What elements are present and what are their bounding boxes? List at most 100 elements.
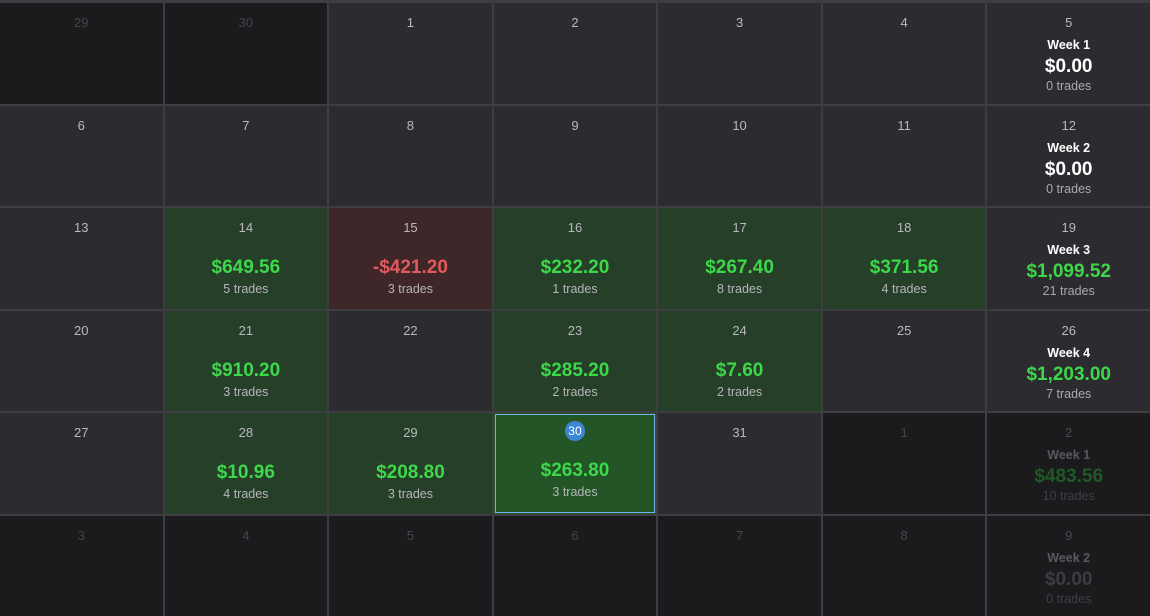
day-pnl: $285.20: [540, 359, 610, 381]
week-trade-count: 0 trades: [1046, 591, 1092, 606]
calendar-day[interactable]: 3: [0, 515, 163, 616]
day-pnl: $267.40: [705, 257, 774, 278]
day-trade-count: 3 trades: [223, 384, 269, 399]
day-number: 22: [403, 322, 418, 338]
day-pnl: $371.56: [869, 257, 939, 278]
calendar-day[interactable]: 1: [329, 3, 492, 104]
day-number: 7: [735, 527, 744, 543]
day-number: 5: [406, 527, 415, 543]
calendar-day[interactable]: 7: [658, 515, 821, 616]
day-number: 9: [1065, 527, 1073, 543]
calendar-day[interactable]: 8: [329, 105, 492, 206]
week-trade-count: 21 trades: [1042, 284, 1095, 298]
week-summary[interactable]: 5 Week 1 $0.00 0 trades: [987, 3, 1150, 104]
calendar-day[interactable]: 29: [0, 3, 163, 104]
day-trade-count: 3 trades: [552, 485, 598, 499]
calendar-day[interactable]: 13: [0, 208, 163, 309]
week-trade-count: 0 trades: [1046, 181, 1092, 196]
day-number: 2: [1065, 425, 1073, 440]
day-trade-count: 4 trades: [223, 487, 269, 501]
day-number: 16: [567, 220, 583, 235]
week-summary[interactable]: 12 Week 2 $0.00 0 trades: [987, 105, 1150, 206]
day-number: 11: [897, 117, 911, 133]
calendar-day[interactable]: 21 $910.20 3 trades: [164, 310, 328, 411]
calendar-day[interactable]: 20: [0, 310, 163, 411]
day-trade-count: 4 trades: [881, 282, 927, 296]
day-number: 2: [571, 15, 579, 30]
week-label: Week 4: [1047, 345, 1091, 360]
week-trade-count: 7 trades: [1046, 386, 1092, 401]
week-summary[interactable]: 19 Week 3 $1,099.52 21 trades: [987, 208, 1150, 309]
day-number: 30: [238, 15, 254, 30]
today-badge: 30: [564, 421, 585, 441]
day-number: 20: [74, 322, 89, 338]
calendar-day[interactable]: 23 $285.20 2 trades: [493, 310, 657, 411]
week-summary[interactable]: 2 Week 1 $483.56 10 trades: [987, 413, 1150, 514]
day-number: 24: [732, 322, 747, 338]
day-number: 12: [1061, 117, 1076, 133]
calendar-day[interactable]: 27: [0, 413, 163, 514]
day-number: 6: [77, 117, 85, 133]
calendar-day[interactable]: 16 $232.20 1 trades: [493, 208, 657, 309]
day-number: 6: [571, 527, 579, 543]
day-number: 7: [242, 117, 250, 133]
day-number: 25: [896, 322, 912, 338]
week-pnl: $1,099.52: [1026, 261, 1111, 282]
calendar-day[interactable]: 10: [658, 105, 821, 206]
calendar-day[interactable]: 15 -$421.20 3 trades: [329, 208, 492, 309]
week-label: Week 1: [1047, 448, 1091, 462]
day-number: 3: [735, 15, 744, 30]
day-pnl: $10.96: [216, 462, 275, 483]
day-number: 1: [406, 15, 415, 30]
day-number: 15: [403, 220, 418, 235]
day-number: 28: [238, 425, 254, 440]
calendar-day[interactable]: 6: [493, 515, 657, 616]
week-label: Week 1: [1047, 38, 1091, 52]
calendar-day[interactable]: 8: [822, 515, 986, 616]
calendar-day[interactable]: 7: [164, 105, 328, 206]
calendar-day[interactable]: 17 $267.40 8 trades: [658, 208, 821, 309]
day-pnl: $263.80: [540, 460, 610, 481]
day-trade-count: 2 trades: [552, 384, 598, 399]
calendar-day[interactable]: 3: [658, 3, 821, 104]
calendar-day[interactable]: 31: [658, 413, 821, 514]
calendar-day[interactable]: 5: [329, 515, 492, 616]
day-pnl: $910.20: [211, 359, 281, 381]
calendar-day[interactable]: 4: [164, 515, 328, 616]
day-number: 23: [567, 322, 583, 338]
calendar-day[interactable]: 14 $649.56 5 trades: [164, 208, 328, 309]
calendar-day[interactable]: 11: [822, 105, 986, 206]
day-number: 9: [571, 117, 579, 133]
calendar-day[interactable]: 22: [329, 310, 492, 411]
day-pnl: $649.56: [211, 257, 281, 278]
week-label: Week 2: [1047, 140, 1091, 155]
day-pnl: -$421.20: [372, 257, 448, 278]
calendar-day[interactable]: 28 $10.96 4 trades: [164, 413, 328, 514]
calendar-day[interactable]: 1: [822, 413, 986, 514]
day-number: 3: [77, 527, 85, 543]
calendar-day[interactable]: 2: [493, 3, 657, 104]
calendar-day[interactable]: 6: [0, 105, 163, 206]
day-number: 27: [74, 425, 89, 440]
calendar-day[interactable]: 24 $7.60 2 trades: [658, 310, 821, 411]
week-trade-count: 10 trades: [1042, 489, 1095, 503]
day-pnl: $208.80: [376, 462, 445, 483]
day-number: 18: [896, 220, 912, 235]
calendar-day[interactable]: 30: [164, 3, 328, 104]
calendar-day[interactable]: 25: [822, 310, 986, 411]
day-number: 5: [1065, 15, 1073, 30]
calendar-day[interactable]: 18 $371.56 4 trades: [822, 208, 986, 309]
day-number: 19: [1061, 220, 1076, 235]
week-pnl: $1,203.00: [1026, 363, 1111, 385]
week-label: Week 3: [1047, 243, 1091, 257]
week-summary[interactable]: 26 Week 4 $1,203.00 7 trades: [987, 310, 1150, 411]
week-summary[interactable]: 9 Week 2 $0.00 0 trades: [987, 515, 1150, 616]
calendar-day[interactable]: 29 $208.80 3 trades: [329, 413, 492, 514]
calendar-day[interactable]: 4: [822, 3, 986, 104]
day-trade-count: 8 trades: [716, 282, 763, 296]
calendar-day-today[interactable]: 30 $263.80 3 trades: [493, 413, 657, 514]
day-trade-count: 5 trades: [223, 282, 269, 296]
day-number: 4: [242, 527, 250, 543]
calendar-day[interactable]: 9: [493, 105, 657, 206]
